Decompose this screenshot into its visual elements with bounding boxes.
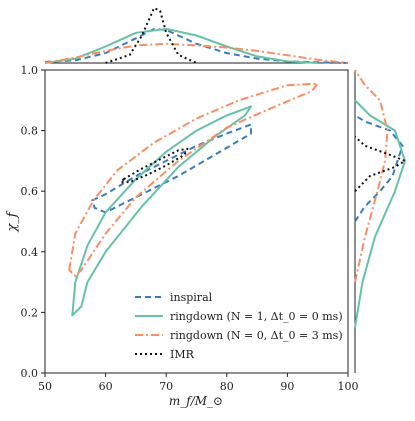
y-tick-label-0: 0.0 [21,367,39,380]
main-contours [68,82,319,317]
legend-label-2: ringdown (N = 0, Δt_0 = 3 ms) [170,329,343,342]
right-marginal-2 [354,69,389,283]
y-tick-label-5: 1.0 [21,64,39,77]
contour-2 [68,82,319,277]
legend: inspiral ringdown (N = 1, Δt_0 = 0 ms) rin… [135,291,343,361]
y-tick-label-4: 0.8 [21,125,39,138]
main-plot-frame [44,69,349,374]
x-tick-label-5: 100 [338,380,359,393]
top-marginal-3 [105,6,197,64]
right-marginal-0 [354,114,404,223]
legend-label-1: ringdown (N = 1, Δt_0 = 0 ms) [170,310,343,323]
x-tick-label-2: 70 [159,380,173,393]
contour-0 [91,123,252,214]
x-axis-label: m_f/M_⊙ [169,394,223,408]
x-tick-label-0: 50 [38,380,52,393]
top-marginal-2 [44,42,349,64]
top-marginal-panel [44,6,349,64]
x-tick-label-1: 60 [99,380,113,393]
legend-label-3: IMR [170,348,195,361]
legend-label-0: inspiral [170,291,213,304]
y-tick-label-1: 0.2 [21,306,39,319]
contour-3 [119,147,189,184]
top-marginal-1 [44,27,318,64]
right-marginal-1 [354,99,407,328]
right-marginal-panel [354,69,408,373]
x-axis-ticks: 50 60 70 80 90 100 [38,373,359,393]
right-marginal-3 [354,135,408,192]
contour-1 [71,105,252,317]
y-tick-label-2: 0.4 [21,246,39,259]
top-marginal-0 [44,27,349,64]
y-tick-label-3: 0.6 [21,185,39,198]
y-axis-ticks: 0.0 0.2 0.4 0.6 0.8 1.0 [21,64,45,380]
y-axis-label: χ_f [5,210,20,232]
x-tick-label-3: 80 [220,380,234,393]
x-tick-label-4: 90 [280,380,294,393]
